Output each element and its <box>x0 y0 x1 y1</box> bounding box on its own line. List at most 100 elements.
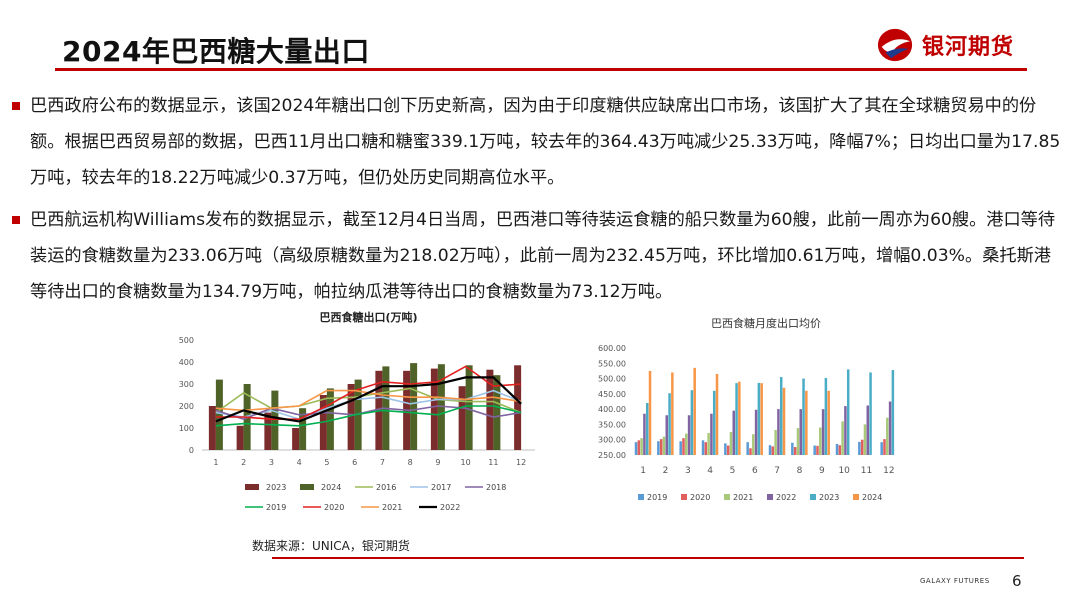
bar-2022 <box>665 415 668 455</box>
y-tick-label: 550.00 <box>598 359 626 368</box>
bar-2019 <box>768 445 772 455</box>
bar-2022 <box>821 409 825 455</box>
bar-2024 <box>715 373 719 455</box>
bar-2022 <box>777 409 780 455</box>
bar-2023 <box>292 428 300 450</box>
bar-2023 <box>208 406 216 450</box>
bar-2021 <box>863 424 867 455</box>
bar-2024 <box>437 364 445 450</box>
bar-2020 <box>726 445 730 455</box>
legend-label-2018: 2018 <box>486 483 506 492</box>
bar-2023 <box>846 369 850 455</box>
x-tick-label: 6 <box>752 466 758 476</box>
bar-2019 <box>657 441 660 455</box>
legend-swatch-2024 <box>300 484 314 490</box>
legend-label-2019: 2019 <box>266 503 286 512</box>
bar-2023 <box>779 377 783 455</box>
bar-2022 <box>687 415 691 455</box>
bar-2024 <box>215 379 223 450</box>
x-tick-label: 5 <box>730 466 736 476</box>
export-volume-chart: 巴西食糖出口(万吨) 0 100 200 300 400 500 1 2 3 4 5 6 7 8 9 10 11 1… <box>170 305 560 525</box>
footer-divider <box>272 557 1024 559</box>
bar-2024 <box>782 387 786 455</box>
x-tick-label: 7 <box>380 458 385 467</box>
bar-2021 <box>819 427 822 455</box>
bar-2023 <box>236 425 244 450</box>
x-tick-label: 12 <box>883 466 894 476</box>
bar-2021 <box>685 433 688 455</box>
bar-2019 <box>701 440 705 455</box>
bar-2020 <box>860 439 864 455</box>
bar-2023 <box>869 372 872 455</box>
bar-2021 <box>662 436 666 455</box>
bar-2024 <box>760 383 763 455</box>
x-tick-label: 10 <box>838 466 850 476</box>
bar-2021 <box>841 421 844 455</box>
bar-2023 <box>824 377 828 455</box>
x-tick-label: 8 <box>408 458 413 467</box>
bullet-marker-icon <box>12 102 20 110</box>
bar-2023 <box>690 390 694 455</box>
bar-2022 <box>732 410 735 455</box>
legend-label-2019: 2019 <box>647 493 667 502</box>
bar-2024 <box>693 367 696 455</box>
y-tick-label: 450.00 <box>598 390 626 399</box>
bar-2024 <box>410 363 418 450</box>
x-tick-label: 4 <box>707 466 713 476</box>
bullet-text: 巴西航运机构Williams发布的数据显示，截至12月4日当周，巴西港口等待装运… <box>30 210 1056 302</box>
bar-2022 <box>888 401 892 455</box>
bullet-item: 巴西政府公布的数据显示，该国2024年糖出口创下历史新高，因为由于印度糖供应缺席… <box>12 88 1062 196</box>
legend-swatch-2023 <box>810 494 816 500</box>
bar-2019 <box>835 443 839 455</box>
bar-2020 <box>704 442 708 455</box>
y-tick-label: 400 <box>179 358 194 367</box>
y-tick-label: 300 <box>179 380 194 389</box>
line-2016 <box>215 387 522 414</box>
y-tick-label: 100 <box>179 424 194 433</box>
x-tick-label: 4 <box>297 458 302 467</box>
x-tick-label: 5 <box>324 458 329 467</box>
bar-2022 <box>710 413 713 455</box>
legend-swatch-2022 <box>767 494 773 500</box>
chart-title: 巴西食糖出口(万吨) <box>319 310 417 324</box>
bullet-item: 巴西航运机构Williams发布的数据显示，截至12月4日当周，巴西港口等待装运… <box>12 202 1062 310</box>
x-tick-label: 6 <box>352 458 357 467</box>
x-tick-label: 3 <box>685 466 691 476</box>
x-tick-label: 2 <box>241 458 246 467</box>
legend-label-2023: 2023 <box>819 493 839 502</box>
line-2018 <box>215 405 522 421</box>
x-tick-label: 10 <box>461 458 471 467</box>
bar-2020 <box>838 445 842 455</box>
legend-label-2020: 2020 <box>690 493 710 502</box>
legend-label-2020: 2020 <box>324 503 344 512</box>
export-price-chart-svg: 巴西食糖月度出口均价 250.00 300.00 350.00 400.00 450.00… <box>598 316 895 502</box>
bar-2021 <box>729 432 733 455</box>
bar-2020 <box>659 439 663 455</box>
legend-label-2021: 2021 <box>382 503 402 512</box>
bar-2024 <box>326 388 334 450</box>
bar-2020 <box>771 446 775 455</box>
bar-2023 <box>802 378 805 455</box>
line-2017 <box>215 389 522 421</box>
x-tick-label: 1 <box>213 458 218 467</box>
bar-2024 <box>299 408 307 450</box>
line-2019 <box>215 405 522 427</box>
bar-2024 <box>648 370 652 455</box>
bar-2020 <box>637 440 641 455</box>
legend-swatch-2020 <box>681 494 687 500</box>
bar-2021 <box>707 432 710 455</box>
galaxy-logo-icon <box>877 28 913 62</box>
legend-label-2024: 2024 <box>321 483 341 492</box>
bar-2020 <box>749 448 752 455</box>
x-tick-label: 7 <box>774 466 780 476</box>
bullet-list: 巴西政府公布的数据显示，该国2024年糖出口创下历史新高，因为由于印度糖供应缺席… <box>12 88 1062 310</box>
x-tick-label: 1 <box>640 466 646 476</box>
bar-2022 <box>866 405 869 455</box>
y-tick-label: 200 <box>179 402 194 411</box>
bar-2019 <box>679 441 682 455</box>
bar-2020 <box>883 439 886 455</box>
bar-2022 <box>799 409 802 455</box>
bar-2020 <box>816 445 819 455</box>
chart-title: 巴西食糖月度出口均价 <box>711 316 821 330</box>
